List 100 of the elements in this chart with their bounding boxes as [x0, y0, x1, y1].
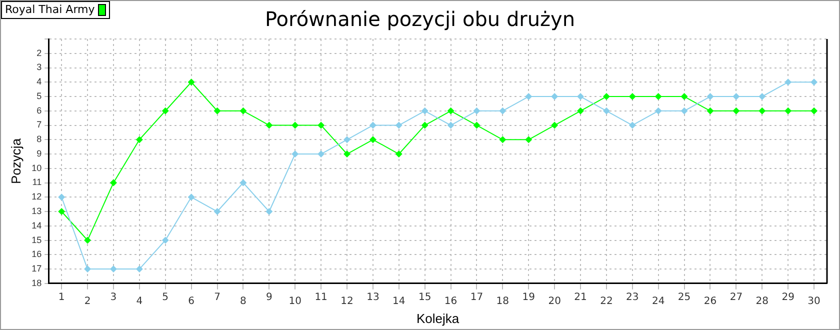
point: [84, 236, 92, 244]
point: [654, 93, 662, 100]
point: [266, 122, 273, 129]
x-tick-label: 11: [314, 292, 328, 303]
y-tick-label: 11: [32, 177, 42, 188]
point: [758, 93, 766, 100]
point: [369, 136, 376, 144]
legend-label: Royal Thai Army: [5, 3, 95, 17]
x-tick-label: 2: [84, 296, 91, 307]
point: [447, 107, 454, 114]
point: [421, 107, 428, 114]
x-tick-label: 6: [188, 296, 195, 307]
y-tick-label: 3: [36, 62, 42, 72]
point: [343, 136, 350, 144]
point: [395, 122, 402, 129]
point: [758, 107, 766, 114]
x-axis-title: Kolejka: [416, 310, 460, 326]
x-tick-label: 13: [366, 292, 380, 303]
point: [318, 122, 325, 129]
point: [110, 179, 117, 186]
point: [628, 93, 636, 100]
point: [214, 107, 221, 114]
point: [602, 93, 610, 100]
point: [732, 93, 740, 100]
point: [110, 266, 117, 273]
y-tick-label: 4: [36, 76, 42, 87]
x-tick-label: 5: [162, 292, 169, 303]
point: [499, 136, 506, 144]
x-tick-label: 18: [496, 296, 510, 307]
x-tick-label: 10: [288, 296, 302, 307]
x-tick-label: 20: [548, 296, 561, 307]
y-tick-label: 16: [32, 249, 42, 260]
point: [473, 122, 480, 129]
y-tick-label: 10: [32, 162, 42, 173]
x-tick-label: 15: [418, 292, 432, 303]
point: [628, 122, 636, 129]
point: [136, 266, 143, 273]
x-tick-label: 16: [444, 296, 458, 307]
point: [214, 208, 221, 216]
point: [84, 266, 92, 273]
point: [680, 93, 688, 100]
point: [602, 107, 610, 114]
point: [58, 208, 66, 216]
point: [240, 179, 247, 186]
x-tick-label: 24: [652, 296, 665, 307]
chart-title: Porównanie pozycji obu drużyn: [264, 7, 576, 31]
x-tick-label: 23: [626, 292, 639, 303]
x-tick-label: 9: [266, 292, 272, 303]
point: [525, 93, 532, 100]
point: [784, 78, 792, 86]
point: [162, 107, 169, 114]
x-tick-label: 28: [756, 296, 768, 307]
point: [188, 78, 195, 86]
y-tick-label: 14: [32, 220, 42, 230]
point: [577, 107, 584, 114]
point: [810, 78, 818, 86]
x-tick-label: 3: [110, 292, 117, 303]
point: [499, 107, 506, 114]
point: [58, 194, 66, 201]
point: [654, 107, 662, 114]
x-tick-label: 7: [214, 292, 220, 303]
point: [369, 122, 376, 129]
point: [162, 236, 169, 244]
y-axis-title: Pozycja: [8, 138, 24, 184]
point: [266, 208, 273, 216]
point: [706, 107, 714, 114]
point: [318, 150, 325, 158]
point: [421, 122, 428, 129]
y-tick-label: 8: [36, 134, 42, 144]
x-tick-label: 29: [782, 292, 794, 303]
y-tick-label: 9: [36, 148, 42, 158]
y-tick-label: 6: [36, 105, 42, 116]
y-tick-label: 15: [32, 234, 42, 245]
y-tick-label: 5: [36, 90, 42, 101]
point: [240, 107, 247, 114]
y-tick-label: 2: [36, 48, 42, 58]
point: [136, 136, 143, 144]
point: [395, 150, 402, 158]
x-tick-label: 17: [470, 292, 484, 303]
point: [680, 107, 688, 114]
x-tick-label: 22: [600, 296, 613, 307]
x-tick-label: 12: [340, 296, 354, 307]
point: [292, 150, 299, 158]
y-tick-label: 13: [32, 206, 42, 216]
point: [551, 122, 558, 129]
y-tick-label: 7: [36, 120, 42, 130]
point: [810, 107, 818, 114]
x-tick-label: 30: [808, 296, 820, 307]
x-tick-label: 26: [704, 296, 717, 307]
point: [343, 150, 350, 158]
x-tick-label: 4: [136, 296, 143, 307]
x-tick-label: 21: [574, 292, 587, 303]
point: [706, 93, 714, 100]
point: [447, 122, 454, 129]
point: [732, 107, 740, 114]
x-tick-label: 25: [678, 292, 691, 303]
x-tick-label: 8: [240, 296, 246, 307]
point: [551, 93, 558, 100]
x-tick-label: 27: [730, 292, 743, 303]
x-tick-label: 1: [58, 292, 65, 303]
